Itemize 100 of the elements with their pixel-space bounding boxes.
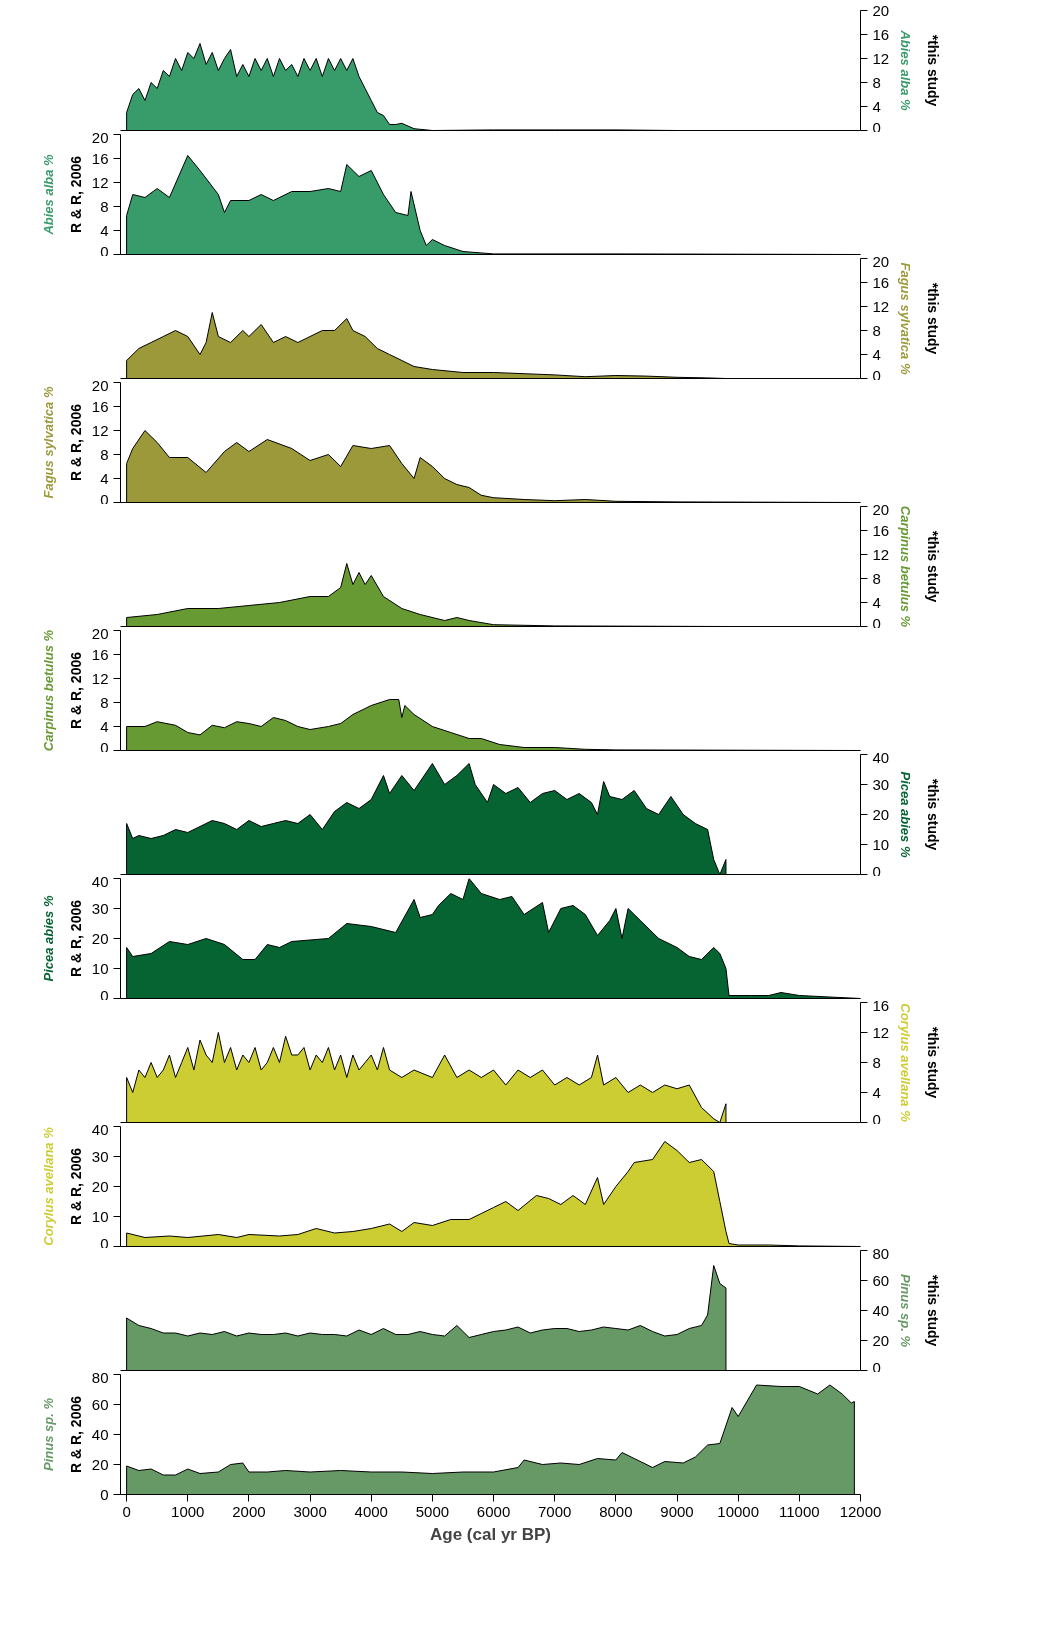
y2-tick-label: 0 [872, 1358, 881, 1376]
y-tick-label: 8 [100, 445, 109, 463]
y2-tick-label: 12 [872, 297, 890, 315]
y-tick-label: 10 [91, 959, 109, 977]
x-axis-title: Age (cal yr BP) [430, 1524, 551, 1544]
y-axis-title: Fagus sylvatica % [40, 386, 56, 499]
y2-tick-label: 8 [872, 321, 881, 339]
x-tick-label: 8000 [599, 1502, 633, 1520]
y-tick-label: 12 [91, 421, 109, 439]
y2-tick-label: 4 [872, 593, 881, 611]
y2-axis-title: Fagus sylvatica % [897, 262, 913, 375]
y2-tick-label: 60 [872, 1271, 890, 1289]
y-tick-label: 0 [100, 986, 109, 1004]
y2-tick-label: 12 [872, 49, 890, 67]
x-tick-label: 2000 [232, 1502, 266, 1520]
y2-tick-label: 20 [872, 805, 890, 823]
y-tick-label: 20 [91, 1455, 109, 1473]
y-tick-label: 0 [100, 490, 109, 508]
y-tick-label: 16 [91, 397, 109, 415]
text: R & R, 2006 [67, 155, 84, 234]
y-tick-label: 0 [100, 1485, 109, 1503]
y-tick-label: 20 [91, 1177, 109, 1195]
x-tick-label: 1000 [171, 1502, 205, 1520]
x-tick-label: 11000 [779, 1502, 820, 1520]
y2-tick-label: 4 [872, 1083, 881, 1101]
y-tick-label: 8 [100, 197, 109, 215]
y-axis-title: Abies alba % [40, 153, 56, 236]
y2-tick-label: 80 [872, 1244, 890, 1262]
y-tick-label: 16 [91, 645, 109, 663]
y2-tick-label: 40 [872, 1301, 890, 1319]
y-tick-label: 0 [100, 242, 109, 260]
text: *this study [924, 1274, 941, 1347]
y-axis-title: Pinus sp. % [40, 1397, 56, 1471]
y-axis-title: Picea abies % [40, 895, 56, 982]
x-tick-label: 3000 [293, 1502, 327, 1520]
y-tick-label: 12 [91, 173, 109, 191]
y-tick-label: 10 [91, 1207, 109, 1225]
y2-tick-label: 30 [872, 775, 890, 793]
text: *this study [924, 282, 941, 355]
y-tick-label: 8 [100, 693, 109, 711]
y2-tick-label: 40 [872, 748, 890, 766]
y-tick-label: 20 [91, 128, 109, 146]
y2-tick-label: 0 [872, 614, 881, 632]
text: R & R, 2006 [67, 1395, 84, 1474]
y-tick-label: 20 [91, 376, 109, 394]
y-tick-label: 40 [91, 1120, 109, 1138]
y2-tick-label: 8 [872, 73, 881, 91]
y2-tick-label: 0 [872, 1110, 881, 1128]
y2-tick-label: 12 [872, 1023, 890, 1041]
x-tick-label: 9000 [660, 1502, 694, 1520]
text: *this study [924, 778, 941, 851]
text: R & R, 2006 [67, 899, 84, 978]
text: R & R, 2006 [67, 651, 84, 730]
y2-tick-label: 0 [872, 118, 881, 136]
y2-tick-label: 4 [872, 97, 881, 115]
y2-tick-label: 16 [872, 25, 890, 43]
x-tick-label: 7000 [538, 1502, 572, 1520]
y-tick-label: 30 [91, 1147, 109, 1165]
y2-tick-label: 8 [872, 569, 881, 587]
y2-axis-title: Carpinus betulus % [897, 505, 913, 628]
y2-axis-title: Corylus avellana % [897, 1003, 913, 1123]
text: *this study [924, 1026, 941, 1099]
y-tick-label: 16 [91, 149, 109, 167]
y2-axis-title: Abies alba % [897, 29, 913, 112]
y2-tick-label: 8 [872, 1053, 881, 1071]
y2-tick-label: 20 [872, 500, 890, 518]
y-tick-label: 20 [91, 624, 109, 642]
y2-tick-label: 20 [872, 1331, 890, 1349]
y-tick-label: 0 [100, 1234, 109, 1252]
y-tick-label: 4 [100, 221, 109, 239]
y-tick-label: 30 [91, 899, 109, 917]
y2-tick-label: 16 [872, 521, 890, 539]
y2-tick-label: 4 [872, 345, 881, 363]
y2-tick-label: 16 [872, 273, 890, 291]
x-tick-label: 6000 [476, 1502, 511, 1520]
y-tick-label: 20 [91, 929, 109, 947]
y-tick-label: 80 [91, 1368, 109, 1386]
x-tick-label: 10000 [717, 1502, 760, 1520]
y2-tick-label: 10 [872, 835, 890, 853]
text: R & R, 2006 [67, 1147, 84, 1226]
y-tick-label: 4 [100, 469, 109, 487]
y2-tick-label: 0 [872, 366, 881, 384]
text: *this study [924, 34, 941, 107]
y-axis-title: Carpinus betulus % [40, 629, 56, 752]
y2-tick-label: 12 [872, 545, 890, 563]
x-tick-label: 12000 [839, 1502, 882, 1520]
y-axis-title: Corylus avellana % [40, 1126, 56, 1246]
y2-tick-label: 20 [872, 1, 890, 19]
y-tick-label: 40 [91, 872, 109, 890]
x-tick-label: 5000 [415, 1502, 450, 1520]
y2-tick-label: 20 [872, 252, 890, 270]
y2-axis-title: Pinus sp. % [897, 1274, 913, 1348]
y-tick-label: 0 [100, 738, 109, 756]
y-tick-label: 12 [91, 669, 109, 687]
y2-axis-title: Picea abies % [897, 771, 913, 858]
x-tick-label: 4000 [354, 1502, 388, 1520]
y-tick-label: 60 [91, 1395, 109, 1413]
x-tick-label: 0 [122, 1502, 131, 1520]
y-tick-label: 40 [91, 1425, 109, 1443]
text: R & R, 2006 [67, 403, 84, 482]
